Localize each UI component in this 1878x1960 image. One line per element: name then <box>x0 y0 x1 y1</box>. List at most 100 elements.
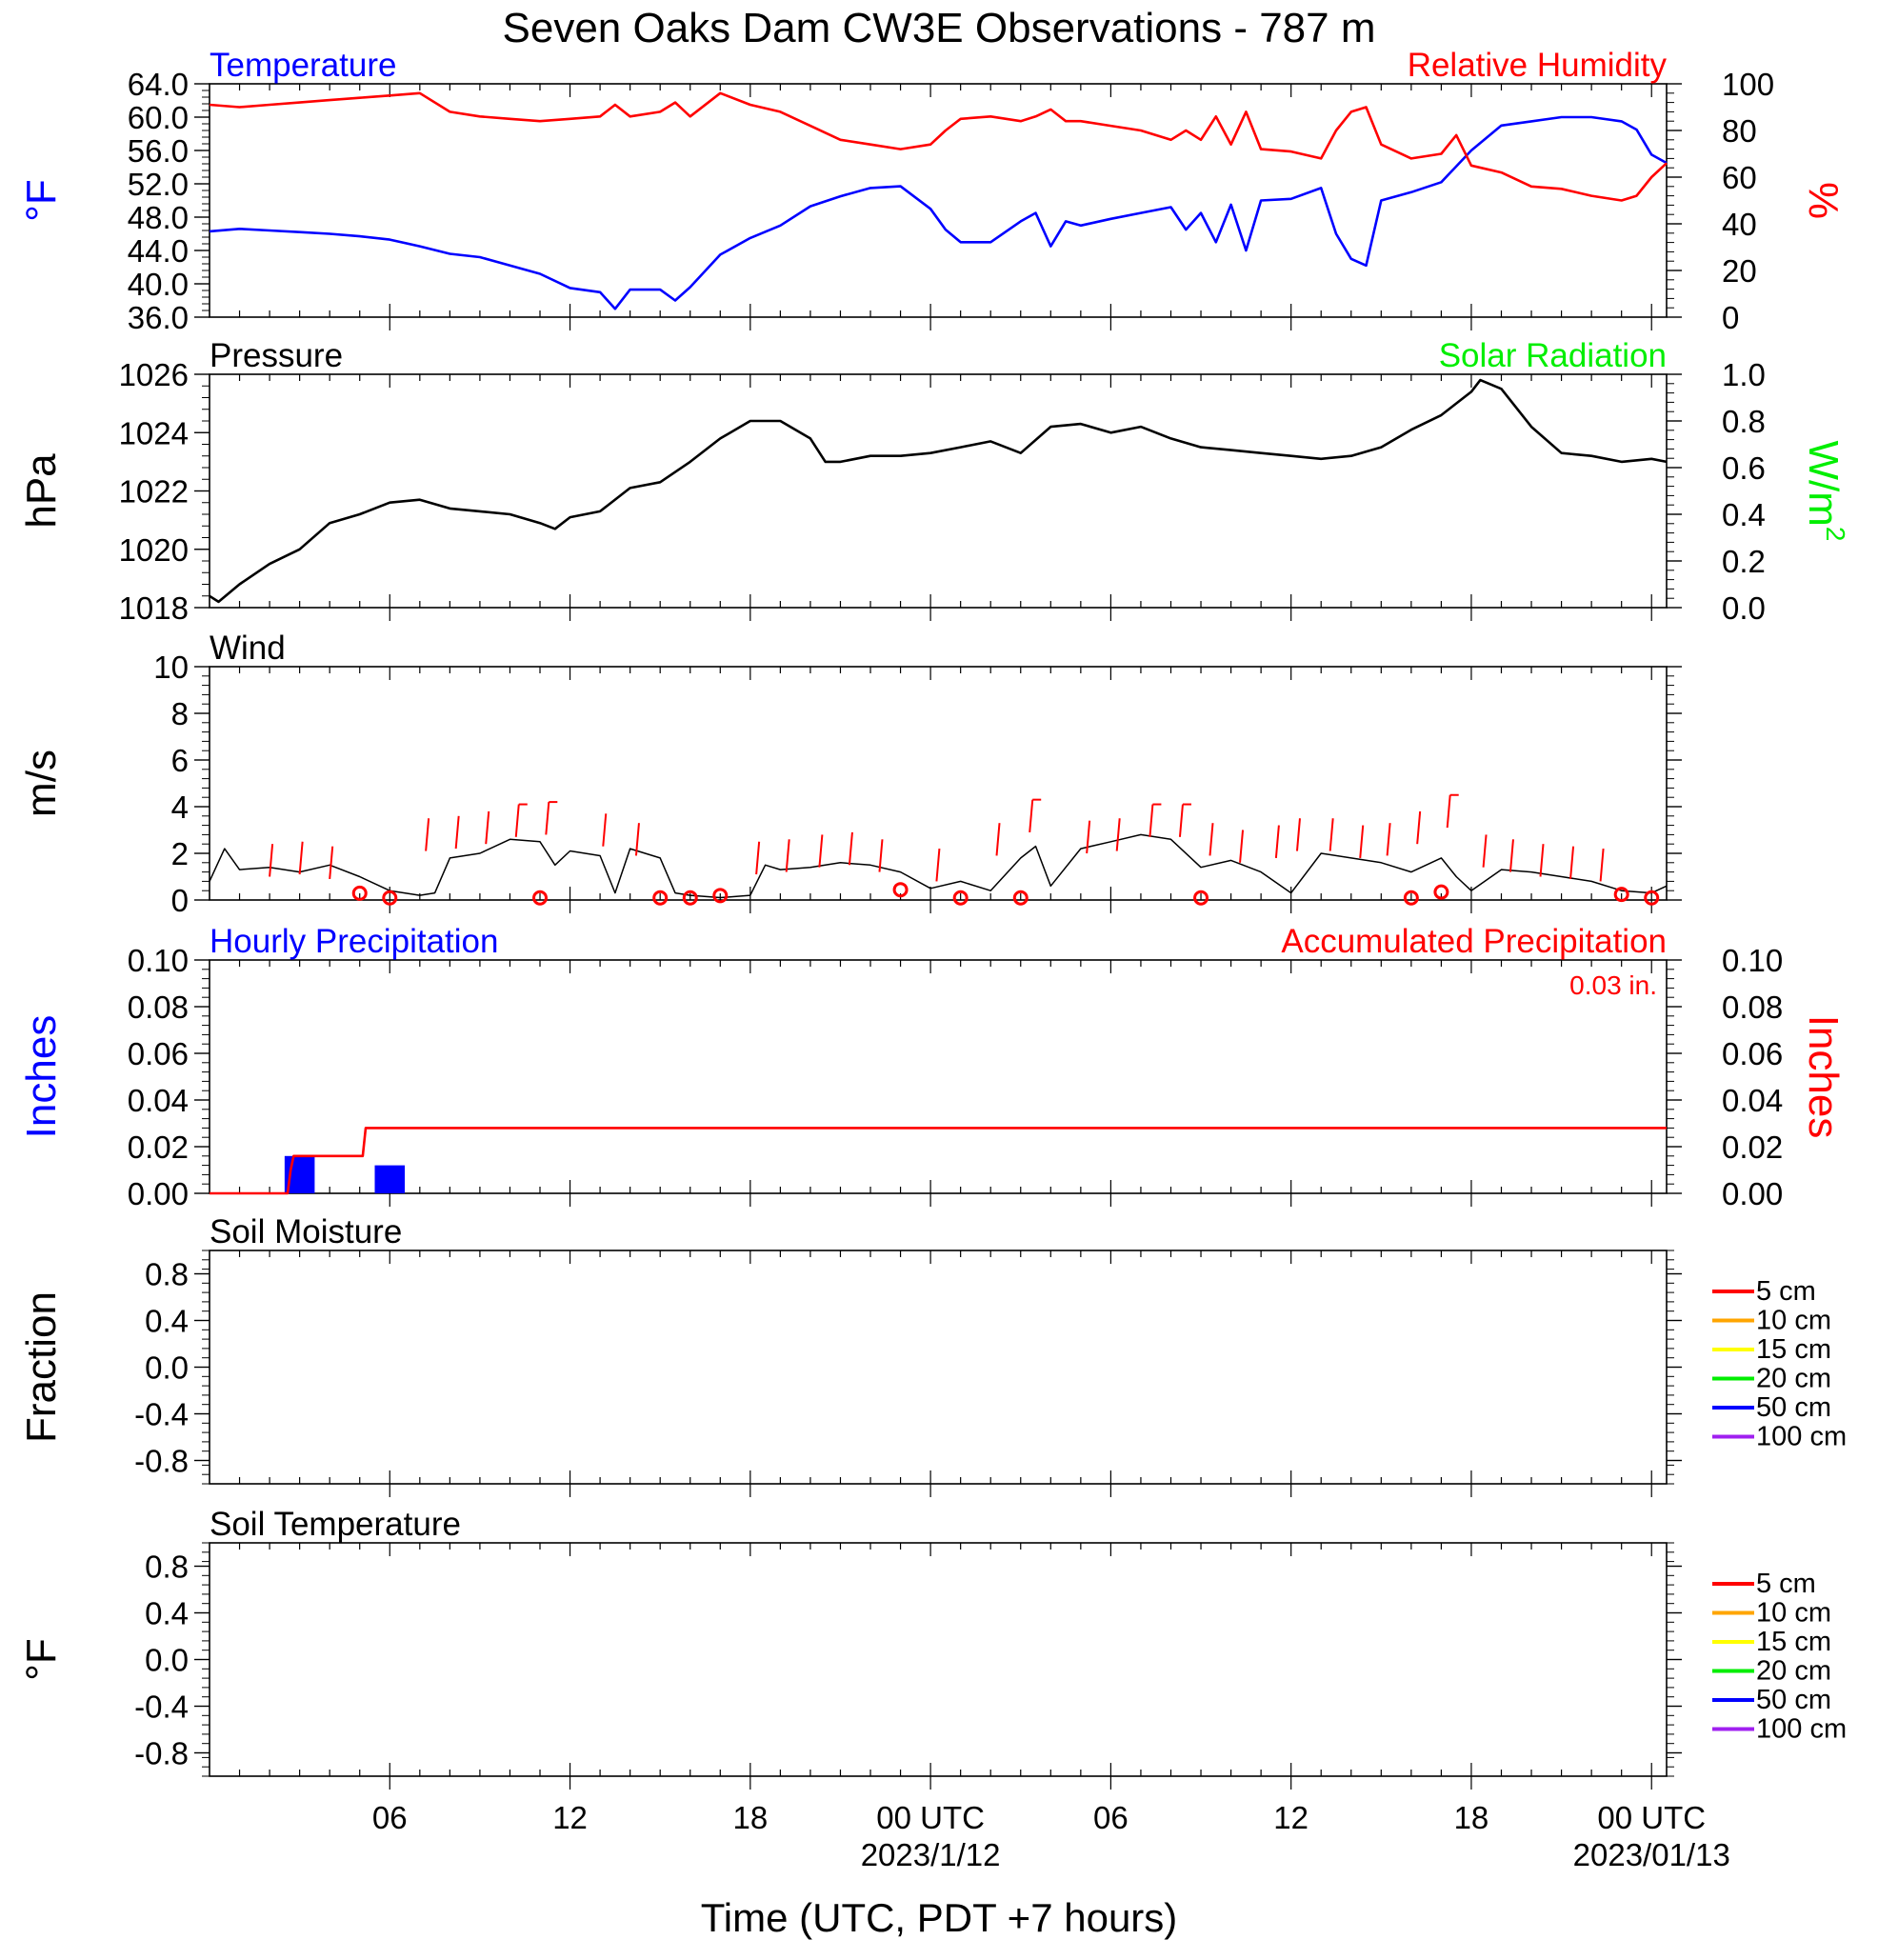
legend-label: 10 cm <box>1756 1598 1831 1629</box>
right-y-tick-label: 80 <box>1722 113 1757 149</box>
panel-left-title: Temperature <box>210 47 396 84</box>
panel-right-title: Solar Radiation <box>1439 337 1667 374</box>
legend-label: 15 cm <box>1756 1627 1831 1657</box>
right-y-tick-label: 1.0 <box>1722 357 1766 392</box>
left-y-tick-label: 0.4 <box>145 1304 189 1339</box>
left-y-tick-label: 64.0 <box>128 67 189 102</box>
right-y-tick-label: 0.00 <box>1722 1176 1783 1211</box>
wind-barb-staff <box>878 839 884 872</box>
plot-frame <box>209 1250 1668 1485</box>
wind-barb-staff <box>1539 844 1545 877</box>
series-line <box>209 91 1668 202</box>
left-axis-unit: °F <box>18 179 65 221</box>
left-y-tick-label: 1026 <box>119 357 189 392</box>
left-y-tick-label: -0.8 <box>134 1736 189 1771</box>
left-axis-unit: Fraction <box>18 1291 65 1443</box>
left-y-tick-label: 0.02 <box>128 1130 189 1165</box>
wind-barb-staff <box>1086 820 1091 854</box>
legend-label: 50 cm <box>1756 1685 1831 1715</box>
plot-frame <box>209 1542 1668 1777</box>
x-tick-label: 12 <box>1273 1800 1309 1835</box>
legend-label: 15 cm <box>1756 1334 1831 1365</box>
panel-left-title: Hourly Precipitation <box>210 923 498 960</box>
wind-barb-staff <box>1329 818 1334 851</box>
left-y-tick-label: 52.0 <box>128 167 189 202</box>
left-y-tick-label: 0.0 <box>145 1643 189 1678</box>
calm-wind-circle <box>712 888 729 904</box>
wind-barb-staff <box>425 818 430 851</box>
legend-label: 100 cm <box>1756 1422 1847 1452</box>
legend-label: 5 cm <box>1756 1276 1816 1307</box>
wind-barb-staff <box>935 849 941 882</box>
wind-barb-staff <box>1239 830 1245 863</box>
calm-wind-circle <box>1012 890 1029 906</box>
left-y-tick-label: 40.0 <box>128 267 189 302</box>
hourly-precip-bar <box>374 1165 406 1193</box>
left-y-tick-label: 1018 <box>119 590 189 626</box>
left-y-tick-label: 44.0 <box>128 233 189 269</box>
x-tick-date-label: 2023/1/12 <box>861 1837 1001 1872</box>
wind-barb-staff <box>1178 804 1184 837</box>
wind-barb-staff <box>298 841 304 875</box>
left-axis-unit: hPa <box>18 453 65 529</box>
left-y-tick-label: 0.4 <box>145 1596 189 1631</box>
x-tick-label: 06 <box>1093 1800 1129 1835</box>
right-axis-unit: Inches <box>1800 1015 1847 1139</box>
right-y-tick-label: 0.04 <box>1722 1083 1783 1118</box>
right-y-tick-label: 0 <box>1722 300 1739 335</box>
left-y-tick-label: 1020 <box>119 532 189 568</box>
wind-barb-staff <box>514 804 520 837</box>
x-tick-label: 06 <box>372 1800 408 1835</box>
panel-left-title: Soil Temperature <box>210 1506 461 1543</box>
left-y-tick-label: 0.08 <box>128 990 189 1025</box>
legend-label: 5 cm <box>1756 1569 1816 1599</box>
right-y-tick-label: 0.6 <box>1722 450 1766 486</box>
panel-precip: 0.00 0.02 0.04 0.06 0.08 0.10 0.00 0.02 0.04 0.06… <box>18 923 1847 1211</box>
calm-wind-circle <box>1193 890 1209 906</box>
calm-wind-circle <box>1403 890 1419 906</box>
wind-barb-staff <box>1295 818 1301 851</box>
wind-barb-staff <box>485 810 490 845</box>
right-axis-unit-text: W/m <box>1800 441 1847 527</box>
right-axis-unit-text: Inches <box>1800 1015 1847 1139</box>
left-y-tick-label: -0.4 <box>134 1397 189 1432</box>
left-y-tick-label: 4 <box>171 790 189 825</box>
left-y-tick-label: 2 <box>171 836 189 871</box>
right-axis-unit: % <box>1800 182 1847 219</box>
left-y-tick-label: 1024 <box>119 415 189 450</box>
series-line <box>209 115 1668 310</box>
x-axis-label: Time (UTC, PDT +7 hours) <box>701 1895 1178 1940</box>
left-y-tick-label: -0.4 <box>134 1690 189 1725</box>
panel-temp-rh: 36.040.044.048.052.056.060.064.0 0 20 40 60 8… <box>18 47 1847 335</box>
calm-wind-circle <box>532 890 549 906</box>
plot-frame <box>209 83 1668 318</box>
wind-barb-staff <box>1274 825 1280 858</box>
x-tick-label: 18 <box>732 1800 768 1835</box>
left-y-tick-label: 0.00 <box>128 1176 189 1211</box>
left-axis-unit: m/s <box>18 750 65 817</box>
legend-label: 20 cm <box>1756 1656 1831 1687</box>
wind-barb-staff <box>785 839 790 872</box>
wind-barb-staff <box>818 834 824 868</box>
x-tick-label: 18 <box>1454 1800 1489 1835</box>
wind-barb-staff <box>995 823 1001 856</box>
panel-wind: 0 2 4 6 8 10 Wind m/s <box>18 630 1682 918</box>
left-y-tick-label: 6 <box>171 743 189 778</box>
wind-barb-staff <box>454 815 460 850</box>
wind-barb-staff <box>1149 804 1154 837</box>
series-line <box>210 1127 1667 1195</box>
left-y-tick-label: 0 <box>171 883 189 918</box>
left-y-tick-label: 0.8 <box>145 1257 189 1292</box>
right-y-tick-label: 0.4 <box>1722 497 1766 532</box>
right-axis-unit-text: % <box>1800 182 1847 219</box>
panel-right-title: Accumulated Precipitation <box>1281 923 1667 960</box>
x-tick-label: 00 UTC <box>1597 1800 1706 1835</box>
calm-wind-circle <box>382 890 398 906</box>
figure-title: Seven Oaks Dam CW3E Observations - 787 m <box>503 5 1376 51</box>
wind-barb-staff <box>545 802 550 835</box>
legend-label: 100 cm <box>1756 1714 1847 1745</box>
left-y-tick-label: 1022 <box>119 474 189 510</box>
wind-barb-staff <box>1446 794 1451 829</box>
